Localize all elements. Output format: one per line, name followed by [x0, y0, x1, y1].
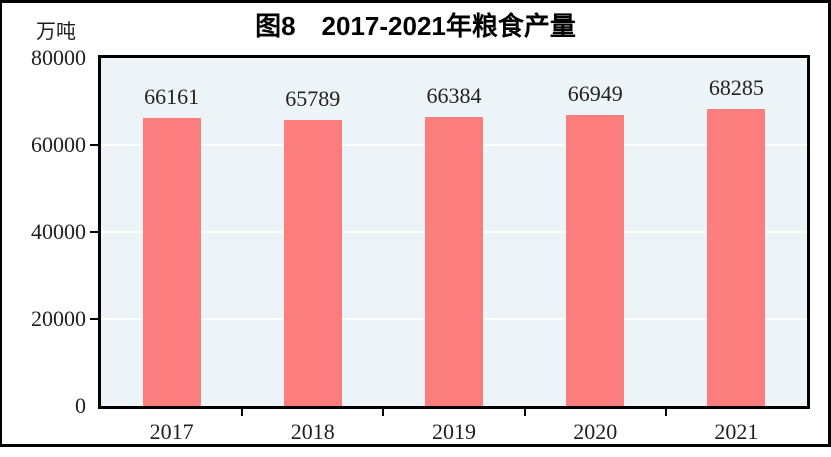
bar-2018	[283, 120, 342, 406]
y-axis-label-40000: 40000	[31, 219, 86, 244]
bar-2017	[142, 118, 201, 406]
x-axis-tick-1	[241, 409, 244, 416]
x-axis-tick-4	[664, 409, 667, 416]
value-label-2017: 66161	[144, 84, 200, 109]
x-axis-label-2021: 2021	[714, 419, 759, 444]
x-axis-tick-3	[523, 409, 526, 416]
y-axis-unit-label: 万吨	[36, 21, 76, 43]
y-axis-tick-20000	[90, 318, 98, 320]
y-axis-label-80000: 80000	[31, 45, 86, 70]
x-axis-label-2018: 2018	[290, 419, 335, 444]
y-axis-label-0: 0	[75, 393, 86, 418]
y-axis-tick-40000	[90, 231, 98, 233]
value-label-2018: 65789	[285, 86, 341, 111]
bar-2021	[707, 109, 766, 406]
x-axis-label-2019: 2019	[432, 419, 476, 444]
x-axis-tick-2	[382, 409, 385, 416]
bar-2020	[566, 115, 625, 406]
x-axis-label-2017: 2017	[149, 419, 194, 444]
value-label-2019: 66384	[426, 83, 482, 108]
chart-title: 图8 2017-2021年粮食产量	[255, 11, 576, 41]
y-axis-label-60000: 60000	[31, 132, 86, 157]
value-label-2021: 68285	[708, 75, 764, 100]
bar-2019	[425, 117, 483, 406]
value-label-2020: 66949	[567, 81, 623, 106]
y-axis-tick-60000	[90, 144, 98, 146]
x-axis-label-2020: 2020	[573, 419, 618, 444]
y-axis-label-20000: 20000	[31, 306, 86, 331]
